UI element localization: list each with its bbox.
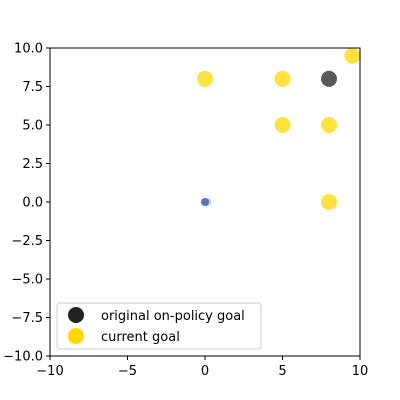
legend-label-current-goal: current goal [101,330,180,345]
legend-marker-current-goal [68,328,84,344]
y-tick-label: −10.0 [3,350,43,365]
data-point-series-1-4 [321,117,337,133]
data-point-series-2-0 [201,198,209,206]
data-point-series-1-3 [274,117,291,133]
y-tick-label: −7.5 [11,311,43,326]
y-tick-label: 10.0 [14,42,43,57]
data-point-series-1-0 [197,70,213,87]
y-tick-label: 0.0 [22,196,43,211]
y-tick-label: 2.5 [22,157,43,172]
data-point-series-1-1 [274,70,291,87]
legend-box [56,302,262,350]
data-point-series-1-2 [344,47,361,64]
x-tick-label: 10 [352,364,369,379]
legend-label-original-goal: original on-policy goal [101,309,245,324]
y-tick-label: 5.0 [22,119,43,134]
plot-area [197,47,361,210]
legend: original on-policy goal current goal [56,302,262,350]
x-tick-label: −10 [36,364,63,379]
x-tick-label: −5 [118,364,137,379]
y-axis: −10.0 −7.5 −5.0 −2.5 0.0 2.5 5.0 7.5 10.0 [3,42,50,365]
data-point-series-0-0 [321,70,337,87]
y-tick-label: −5.0 [11,273,43,288]
y-tick-label: −2.5 [11,234,43,249]
y-tick-label: 7.5 [22,80,43,95]
legend-marker-original-goal [68,307,84,323]
data-point-series-1-5 [321,194,337,210]
x-tick-label: 0 [201,364,209,379]
x-axis: −10 −5 0 5 10 [36,356,368,379]
x-tick-label: 5 [278,364,286,379]
data-point-series-2-1 [203,198,212,206]
